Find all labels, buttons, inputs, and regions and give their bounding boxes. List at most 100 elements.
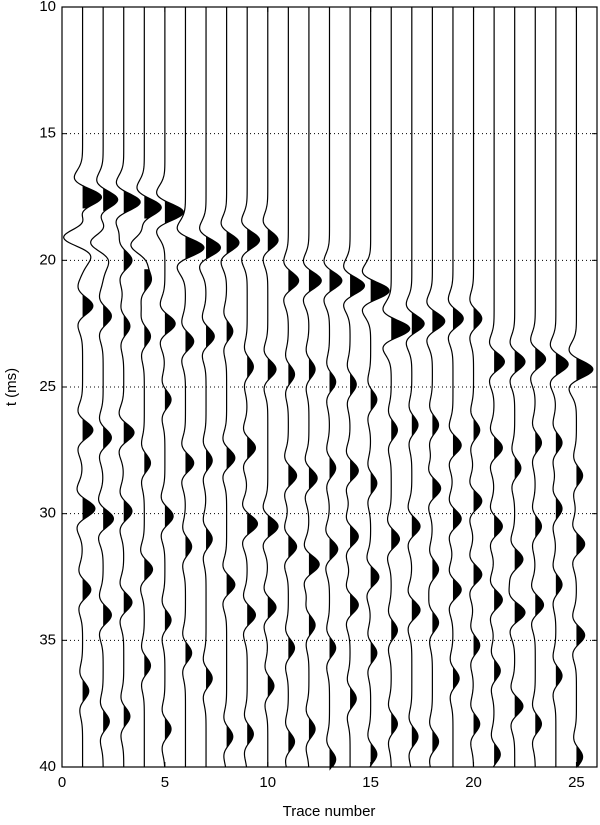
- trace: [63, 7, 103, 767]
- wavelet-lobe: [350, 274, 365, 298]
- trace: [568, 7, 594, 768]
- wavelet-lobe: [432, 413, 439, 437]
- wavelet-lobe: [514, 694, 523, 718]
- wavelet-lobe: [288, 535, 297, 558]
- wavelet-lobe: [164, 717, 172, 741]
- wavelet-lobe: [82, 578, 91, 602]
- wavelet-lobe: [452, 433, 462, 457]
- wavelet-lobe: [267, 674, 274, 698]
- trace: [405, 7, 425, 768]
- trace: [283, 7, 300, 768]
- wavelet-lobe: [473, 307, 482, 330]
- x-tick-label: 5: [161, 774, 169, 791]
- wavelet-lobe: [329, 748, 336, 771]
- wavelet-lobe: [164, 312, 176, 336]
- trace: [262, 7, 279, 767]
- x-tick-label: 25: [568, 774, 585, 791]
- trace: [469, 7, 483, 768]
- y-tick-label: 10: [39, 0, 56, 15]
- wavelet-lobe: [123, 590, 132, 614]
- wavelet-lobe: [473, 418, 480, 442]
- wavelet-lobe: [452, 507, 462, 531]
- wavelet-lobe: [494, 659, 501, 683]
- wavelet-lobe: [473, 489, 482, 513]
- wavelet-lobe: [473, 634, 480, 657]
- wavelet-lobe: [288, 269, 299, 292]
- wavelet-lobe: [247, 603, 256, 627]
- wavelet-lobe: [247, 355, 254, 379]
- wavelet-lobe: [185, 236, 204, 260]
- wavelet-lobe: [555, 352, 569, 376]
- x-axis-label: Trace number: [283, 803, 376, 820]
- wavelet-lobe: [82, 418, 93, 442]
- wavelet-lobe: [103, 710, 110, 733]
- wavelet-lobe: [226, 446, 235, 470]
- wavelet-lobe: [123, 314, 130, 338]
- wavelet-lobe: [247, 722, 254, 746]
- wavelet-lobe: [535, 712, 542, 736]
- wavelet-lobe: [391, 527, 400, 551]
- wavelet-lobe: [411, 312, 425, 336]
- wavelet-lobe: [370, 388, 377, 412]
- wavelet-lobe: [391, 317, 410, 341]
- wavelet-lobe: [226, 725, 233, 748]
- wavelet-lobe: [288, 464, 297, 488]
- wavelet-lobe: [452, 666, 460, 690]
- wavelet-lobe: [103, 426, 112, 450]
- wavelet-lobe: [103, 603, 112, 627]
- wavelet-lobe: [432, 309, 445, 333]
- wavelet-lobe: [411, 514, 421, 538]
- wavelet-lobe: [329, 456, 336, 480]
- wavelet-lobe: [555, 431, 563, 455]
- wavelet-lobe: [82, 294, 93, 318]
- wavelet-lobe: [350, 373, 357, 396]
- wavelet-lobe: [350, 459, 359, 482]
- wavelet-lobe: [123, 190, 141, 214]
- wavelet-lobe: [494, 350, 505, 374]
- wavelet-lobe: [308, 466, 318, 490]
- wavelet-lobe: [226, 319, 233, 343]
- y-tick-label: 30: [39, 505, 56, 522]
- trace: [549, 7, 569, 767]
- trace: [220, 7, 240, 768]
- wavelet-lobe: [350, 525, 359, 548]
- plot-frame: [61, 6, 598, 768]
- x-tick-label: 15: [362, 774, 379, 791]
- x-tick-label: 20: [465, 774, 482, 791]
- wavelet-lobe: [144, 324, 151, 348]
- wavelet-lobe: [329, 537, 338, 561]
- wavelet-lobe: [103, 188, 118, 211]
- wavelet-lobe: [185, 330, 194, 353]
- wavelet-lobe: [555, 664, 563, 688]
- wavelet-lobe: [123, 499, 132, 523]
- trace: [447, 7, 464, 767]
- wavelet-lobe: [82, 679, 89, 703]
- wavelet-lobe: [123, 421, 135, 444]
- wavelet-lobe: [370, 471, 377, 495]
- wavelet-lobe: [514, 350, 525, 374]
- wavelet-lobe: [206, 527, 213, 551]
- trace: [90, 7, 119, 768]
- wavelet-lobe: [185, 641, 192, 665]
- trace: [302, 7, 322, 768]
- wavelet-lobe: [494, 436, 503, 460]
- wavelet-lobe: [370, 742, 377, 766]
- wavelet-lobe: [185, 535, 192, 558]
- wavelet-lobe: [535, 431, 542, 455]
- wavelet-lobe: [370, 565, 379, 589]
- trace: [241, 7, 261, 768]
- y-tick-label: 20: [39, 251, 56, 268]
- wavelet-lobe: [514, 456, 521, 480]
- wavelet-lobe: [370, 279, 390, 303]
- wavelet-lobe: [103, 304, 112, 328]
- wavelet-lobe: [206, 236, 221, 260]
- wavelet-lobe: [164, 200, 184, 224]
- wavelet-lobe: [514, 601, 525, 624]
- wavelet-lobe: [452, 307, 464, 330]
- wavelet-lobe: [576, 357, 593, 381]
- wavelet-lobe: [144, 269, 152, 292]
- wavelet-lobe: [123, 248, 132, 272]
- wavelet-lobe: [432, 730, 439, 754]
- wavelet-lobe: [473, 712, 480, 736]
- wavelet-lobe: [350, 687, 357, 710]
